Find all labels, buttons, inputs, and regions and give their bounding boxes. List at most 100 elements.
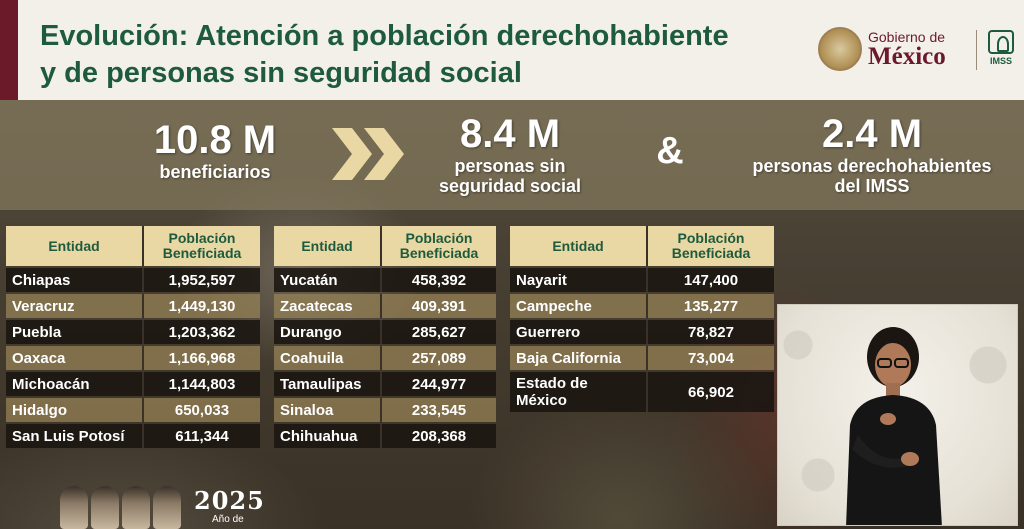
cell-entidad: Estado de México <box>510 372 646 412</box>
column-header-entidad: Entidad <box>6 226 142 266</box>
cell-entidad: Tamaulipas <box>274 372 380 396</box>
table-row: Baja California 73,004 <box>510 346 774 370</box>
table-states-2: Entidad Población Beneficiada Yucatán 458,… <box>274 224 496 450</box>
table-row: Puebla 1,203,362 <box>6 320 260 344</box>
cell-valor: 73,004 <box>646 346 774 370</box>
year-logo: 2025 Año de <box>60 482 270 529</box>
column-header-poblacion-line-2: Beneficiada <box>399 245 479 261</box>
cell-valor: 233,545 <box>380 398 496 422</box>
table-row: Tamaulipas 244,977 <box>274 372 496 396</box>
cell-valor: 611,344 <box>142 424 260 448</box>
cell-valor: 409,391 <box>380 294 496 318</box>
cell-entidad: Hidalgo <box>6 398 142 422</box>
table-row: Yucatán 458,392 <box>274 268 496 292</box>
stat-sin-value: 8.4 M <box>459 112 561 156</box>
table-row: Nayarit 147,400 <box>510 268 774 292</box>
cell-entidad: Zacatecas <box>274 294 380 318</box>
ampersand: & <box>656 130 684 172</box>
figure-portrait <box>153 486 181 529</box>
table-row: Chihuahua 208,368 <box>274 424 496 448</box>
stat-total-value: 10.8 M <box>153 118 277 162</box>
page-title: Evolución: Atención a población derechoh… <box>40 18 810 92</box>
logo-divider <box>976 30 977 70</box>
table-row: Zacatecas 409,391 <box>274 294 496 318</box>
column-header-poblacion-line-2: Beneficiada <box>671 245 751 261</box>
page-title-line-2: y de personas sin seguridad social <box>40 57 522 89</box>
cell-valor: 1,203,362 <box>142 320 260 344</box>
cell-valor: 244,977 <box>380 372 496 396</box>
cell-entidad: Guerrero <box>510 320 646 344</box>
page-title-line-1: Evolución: Atención a población derechoh… <box>40 20 729 52</box>
cell-entidad: Campeche <box>510 294 646 318</box>
stat-imss-label-1: personas derechohabientes <box>752 156 992 176</box>
table-states-3: Entidad Población Beneficiada Nayarit 147,… <box>510 224 774 414</box>
stat-sin-label-2: seguridad social <box>438 176 582 196</box>
table-row: Durango 285,627 <box>274 320 496 344</box>
table-row: Hidalgo 650,033 <box>6 398 260 422</box>
cell-valor: 66,902 <box>646 372 774 412</box>
year-number: 2025 <box>194 486 265 515</box>
cell-entidad: Yucatán <box>274 268 380 292</box>
column-header-poblacion: Población Beneficiada <box>646 226 774 266</box>
cell-valor: 1,952,597 <box>142 268 260 292</box>
stat-sin-seguridad: 8.4 M personas sin seguridad social <box>425 112 595 196</box>
stats-band <box>0 100 1024 210</box>
table-row: San Luis Potosí 611,344 <box>6 424 260 448</box>
table-row: Estado de México 66,902 <box>510 372 774 412</box>
cell-entidad: Baja California <box>510 346 646 370</box>
stat-total-label: beneficiarios <box>159 162 271 182</box>
header-accent-bar <box>0 0 18 100</box>
interpreter-video-inset <box>777 304 1018 526</box>
cell-valor: 208,368 <box>380 424 496 448</box>
figure-portrait <box>122 486 150 529</box>
table-row: Oaxaca 1,166,968 <box>6 346 260 370</box>
cell-valor: 285,627 <box>380 320 496 344</box>
double-chevron-right-icon <box>332 128 404 180</box>
cell-entidad: Sinaloa <box>274 398 380 422</box>
cell-valor: 147,400 <box>646 268 774 292</box>
cell-entidad: Puebla <box>6 320 142 344</box>
cell-valor: 458,392 <box>380 268 496 292</box>
column-header-poblacion-line-2: Beneficiada <box>162 245 242 261</box>
cell-valor: 257,089 <box>380 346 496 370</box>
column-header-poblacion: Población Beneficiada <box>380 226 496 266</box>
stat-sin-label-1: personas sin <box>454 156 566 176</box>
cell-valor: 650,033 <box>142 398 260 422</box>
stat-derechohabientes: 2.4 M personas derechohabientes del IMSS <box>732 112 1012 196</box>
table-row: Chiapas 1,952,597 <box>6 268 260 292</box>
gobierno-de-mexico-logo: Gobierno de México <box>818 26 968 72</box>
imss-logo-text: IMSS <box>989 56 1012 66</box>
stat-total: 10.8 M beneficiarios <box>140 118 290 182</box>
cell-entidad-line-1: Estado de <box>516 375 588 392</box>
cell-entidad: Nayarit <box>510 268 646 292</box>
table-row: Coahuila 257,089 <box>274 346 496 370</box>
column-header-poblacion-line-1: Población <box>168 230 236 246</box>
table-row: Campeche 135,277 <box>510 294 774 318</box>
interpreter-figure <box>846 327 942 525</box>
gob-logo-big-text: México <box>868 42 946 70</box>
figure-portrait <box>91 486 119 529</box>
table-row: Guerrero 78,827 <box>510 320 774 344</box>
table-states-1: Entidad Población Beneficiada Chiapas 1,95… <box>6 224 260 450</box>
column-header-poblacion-line-1: Población <box>677 230 745 246</box>
historic-figures-illustration <box>60 486 186 529</box>
cell-valor: 1,449,130 <box>142 294 260 318</box>
stat-imss-label-2: del IMSS <box>834 176 910 196</box>
cell-valor: 78,827 <box>646 320 774 344</box>
year-subtitle: Año de <box>212 514 244 525</box>
imss-emblem-icon <box>988 30 1014 54</box>
header: Evolución: Atención a población derechoh… <box>0 0 1024 100</box>
table-row: Michoacán 1,144,803 <box>6 372 260 396</box>
cell-entidad-line-2: México <box>516 392 567 409</box>
figure-portrait <box>60 486 88 529</box>
cell-entidad: Chihuahua <box>274 424 380 448</box>
column-header-entidad: Entidad <box>274 226 380 266</box>
cell-entidad: San Luis Potosí <box>6 424 142 448</box>
cell-entidad: Veracruz <box>6 294 142 318</box>
column-header-poblacion-line-1: Población <box>405 230 473 246</box>
stat-imss-value: 2.4 M <box>821 112 923 156</box>
column-header-entidad: Entidad <box>510 226 646 266</box>
cell-entidad: Coahuila <box>274 346 380 370</box>
imss-logo: IMSS <box>986 30 1016 70</box>
cell-valor: 1,166,968 <box>142 346 260 370</box>
